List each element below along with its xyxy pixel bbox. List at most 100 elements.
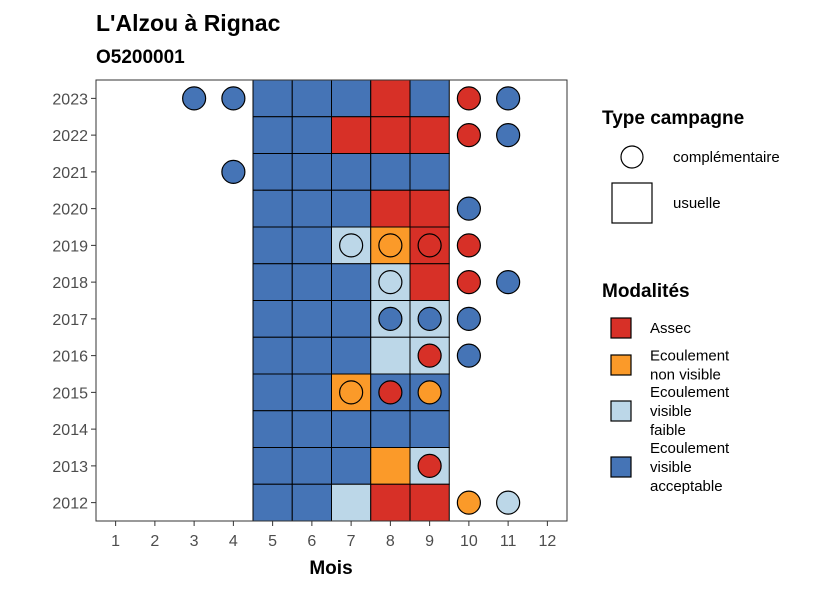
tile-2023-7 bbox=[331, 79, 372, 118]
tile-2021-5 bbox=[252, 153, 293, 191]
y-tick-label: 2014 bbox=[52, 422, 88, 439]
tile-2020-9 bbox=[409, 189, 450, 228]
x-tick-label: 8 bbox=[386, 533, 395, 550]
legend-modalite-label: Ecoulement bbox=[650, 348, 730, 365]
tile-2013-8 bbox=[370, 447, 411, 485]
tile-2014-8 bbox=[370, 410, 411, 448]
y-tick-label: 2015 bbox=[52, 385, 88, 402]
legend-modalite-label: faible bbox=[650, 422, 686, 439]
point-2022-10 bbox=[456, 123, 481, 148]
legend: Type campagne complémentaire usuelle Modali… bbox=[602, 108, 780, 495]
point-2019-10 bbox=[456, 233, 481, 258]
point-2021-4 bbox=[221, 159, 246, 184]
tile-2013-6 bbox=[291, 447, 332, 485]
tile-2020-7 bbox=[331, 189, 372, 228]
point-2019-8 bbox=[378, 233, 403, 258]
tile-2022-6 bbox=[291, 116, 332, 154]
tile-2020-5 bbox=[252, 189, 293, 228]
legend-type-title: Type campagne bbox=[602, 108, 744, 129]
tile-2020-6 bbox=[291, 189, 332, 228]
tile-2013-5 bbox=[252, 447, 293, 485]
tile-2014-5 bbox=[252, 410, 293, 448]
x-tick-label: 2 bbox=[150, 533, 159, 550]
x-tick-label: 4 bbox=[229, 533, 238, 550]
tile-2021-7 bbox=[331, 153, 372, 191]
tile-2012-9 bbox=[409, 483, 450, 522]
point-2023-11 bbox=[496, 86, 521, 111]
point-2023-3 bbox=[182, 86, 207, 111]
legend-square-key bbox=[611, 182, 653, 224]
tile-2019-5 bbox=[252, 226, 293, 265]
legend-modalite-label: Assec bbox=[650, 320, 691, 337]
x-tick-label: 5 bbox=[268, 533, 277, 550]
y-tick-label: 2012 bbox=[52, 496, 88, 513]
y-tick-label: 2023 bbox=[52, 91, 88, 108]
y-axis: 2012 2013 2014 2015 2016 2017 2018 2019 2020 2021… bbox=[52, 91, 96, 513]
point-2015-7 bbox=[339, 380, 364, 405]
tile-2019-6 bbox=[291, 226, 332, 265]
legend-swatch-assec bbox=[610, 317, 632, 339]
tile-2015-7 bbox=[331, 373, 372, 412]
point-2015-9 bbox=[417, 380, 442, 405]
legend-swatch-ecoul_non_visible bbox=[610, 354, 632, 376]
legend-type-label: usuelle bbox=[673, 195, 721, 212]
tile-2016-8 bbox=[370, 336, 411, 375]
tile-2012-8 bbox=[370, 483, 411, 522]
legend-modalites-title: Modalités bbox=[602, 281, 690, 302]
y-tick-label: 2013 bbox=[52, 459, 88, 476]
legend-modalite-label: acceptable bbox=[650, 478, 723, 495]
point-2012-10 bbox=[456, 490, 481, 515]
point-2020-10 bbox=[456, 196, 481, 221]
tile-2014-9 bbox=[409, 410, 450, 448]
tile-2020-8 bbox=[370, 189, 411, 228]
tiles-layer bbox=[252, 79, 450, 522]
tile-2016-7 bbox=[331, 336, 372, 375]
point-2018-11 bbox=[496, 270, 521, 295]
y-tick-label: 2017 bbox=[52, 312, 88, 329]
y-tick-label: 2018 bbox=[52, 275, 88, 292]
x-tick-label: 9 bbox=[425, 533, 434, 550]
tile-2023-9 bbox=[409, 79, 450, 118]
tile-2018-7 bbox=[331, 263, 372, 301]
point-2016-10 bbox=[456, 343, 481, 368]
legend-modalite-label: non visible bbox=[650, 367, 721, 384]
legend-circle-key bbox=[620, 145, 644, 169]
tile-2017-5 bbox=[252, 300, 293, 338]
point-2012-11 bbox=[496, 490, 521, 515]
tile-2022-9 bbox=[409, 116, 450, 154]
tile-2014-6 bbox=[291, 410, 332, 448]
point-2018-8 bbox=[378, 270, 403, 295]
tile-2018-9 bbox=[409, 263, 450, 301]
legend-modalite-label: visible bbox=[650, 403, 692, 420]
x-axis-title: Mois bbox=[309, 558, 352, 579]
x-tick-label: 6 bbox=[307, 533, 316, 550]
point-2019-7 bbox=[339, 233, 364, 258]
chart-subtitle: O5200001 bbox=[96, 47, 185, 68]
tile-2016-5 bbox=[252, 336, 293, 375]
tile-2013-7 bbox=[331, 447, 372, 485]
y-tick-label: 2022 bbox=[52, 128, 88, 145]
point-2022-11 bbox=[496, 123, 521, 148]
tile-2023-5 bbox=[252, 79, 293, 118]
tile-2017-6 bbox=[291, 300, 332, 338]
tile-2022-7 bbox=[331, 116, 372, 154]
x-tick-label: 10 bbox=[460, 533, 478, 550]
tile-2012-6 bbox=[291, 483, 332, 522]
tile-2014-7 bbox=[331, 410, 372, 448]
tile-2012-5 bbox=[252, 483, 293, 522]
x-tick-label: 11 bbox=[500, 533, 517, 550]
tile-2021-6 bbox=[291, 153, 332, 191]
y-tick-label: 2016 bbox=[52, 349, 88, 366]
y-tick-label: 2021 bbox=[52, 165, 88, 182]
tile-2018-6 bbox=[291, 263, 332, 301]
point-2019-9 bbox=[417, 233, 442, 258]
x-tick-label: 3 bbox=[190, 533, 199, 550]
point-2017-9 bbox=[417, 306, 442, 331]
tile-2021-8 bbox=[370, 153, 411, 191]
tile-2015-5 bbox=[252, 373, 293, 412]
x-tick-label: 12 bbox=[538, 533, 556, 550]
point-2013-9 bbox=[417, 453, 442, 478]
tile-2016-6 bbox=[291, 336, 332, 375]
